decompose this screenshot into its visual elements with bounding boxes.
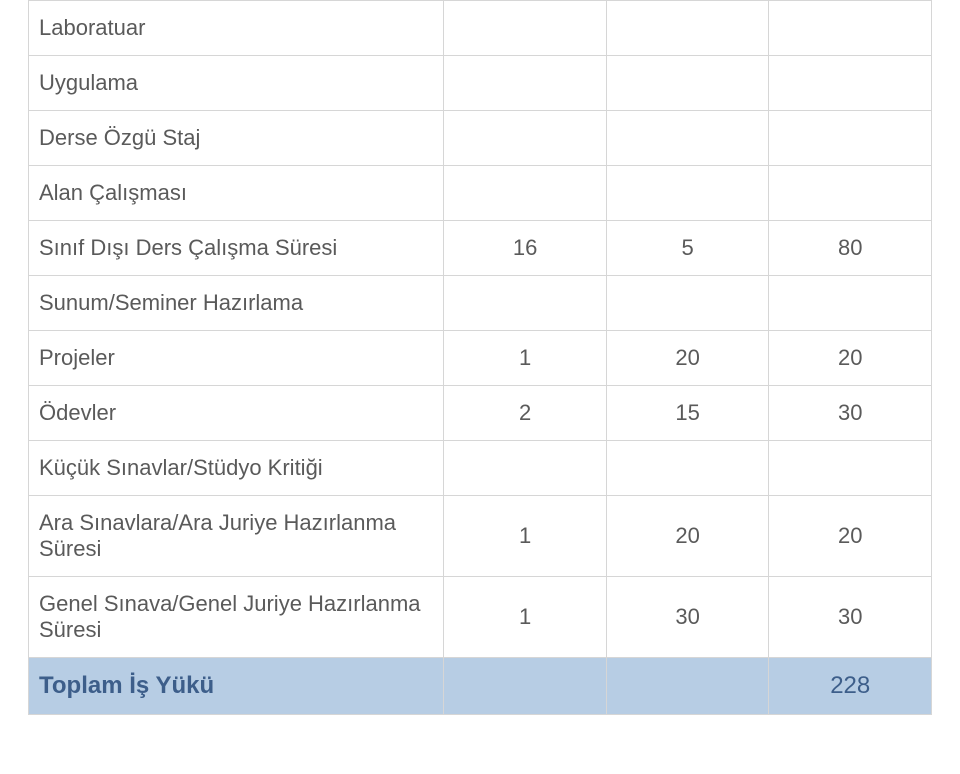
workload-table: Laboratuar Uygulama Derse Özgü Staj Alan… [28,0,932,715]
row-col3 [769,166,932,221]
row-col1 [444,111,607,166]
row-col3 [769,1,932,56]
table-total-row: Toplam İş Yükü 228 [29,658,932,715]
table-row: Uygulama [29,56,932,111]
row-col3: 80 [769,221,932,276]
table-row: Sunum/Seminer Hazırlama [29,276,932,331]
row-col1 [444,56,607,111]
table-row: Derse Özgü Staj [29,111,932,166]
row-col3 [769,276,932,331]
row-col1 [444,166,607,221]
row-col3 [769,56,932,111]
table-row: Ara Sınavlara/Ara Juriye Hazırlanma Süre… [29,496,932,577]
row-label: Alan Çalışması [29,166,444,221]
row-col3: 20 [769,331,932,386]
row-col3: 20 [769,496,932,577]
row-label: Genel Sınava/Genel Juriye Hazırlanma Sür… [29,577,444,658]
row-col1: 2 [444,386,607,441]
row-label: Sunum/Seminer Hazırlama [29,276,444,331]
total-label: Toplam İş Yükü [29,658,444,715]
row-col3: 30 [769,386,932,441]
row-label: Laboratuar [29,1,444,56]
row-col3 [769,441,932,496]
row-col1: 1 [444,496,607,577]
row-label: Ödevler [29,386,444,441]
row-label: Uygulama [29,56,444,111]
row-label: Projeler [29,331,444,386]
row-col2 [606,56,769,111]
row-col2 [606,166,769,221]
table-row: Projeler 1 20 20 [29,331,932,386]
row-col1 [444,276,607,331]
table-row: Sınıf Dışı Ders Çalışma Süresi 16 5 80 [29,221,932,276]
row-col1: 16 [444,221,607,276]
row-col1 [444,1,607,56]
row-col2 [606,276,769,331]
row-col2: 15 [606,386,769,441]
row-col2 [606,1,769,56]
total-col2 [606,658,769,715]
row-col2: 5 [606,221,769,276]
row-label: Sınıf Dışı Ders Çalışma Süresi [29,221,444,276]
row-label: Ara Sınavlara/Ara Juriye Hazırlanma Süre… [29,496,444,577]
row-col2: 20 [606,331,769,386]
row-col2: 30 [606,577,769,658]
table-row: Laboratuar [29,1,932,56]
row-label: Derse Özgü Staj [29,111,444,166]
table-row: Küçük Sınavlar/Stüdyo Kritiği [29,441,932,496]
row-col1: 1 [444,577,607,658]
page-container: Laboratuar Uygulama Derse Özgü Staj Alan… [0,0,960,774]
row-label: Küçük Sınavlar/Stüdyo Kritiği [29,441,444,496]
table-row: Ödevler 2 15 30 [29,386,932,441]
row-col2 [606,441,769,496]
total-col1 [444,658,607,715]
row-col2 [606,111,769,166]
total-col3: 228 [769,658,932,715]
row-col2: 20 [606,496,769,577]
row-col1 [444,441,607,496]
row-col3: 30 [769,577,932,658]
table-row: Genel Sınava/Genel Juriye Hazırlanma Sür… [29,577,932,658]
row-col1: 1 [444,331,607,386]
table-row: Alan Çalışması [29,166,932,221]
row-col3 [769,111,932,166]
